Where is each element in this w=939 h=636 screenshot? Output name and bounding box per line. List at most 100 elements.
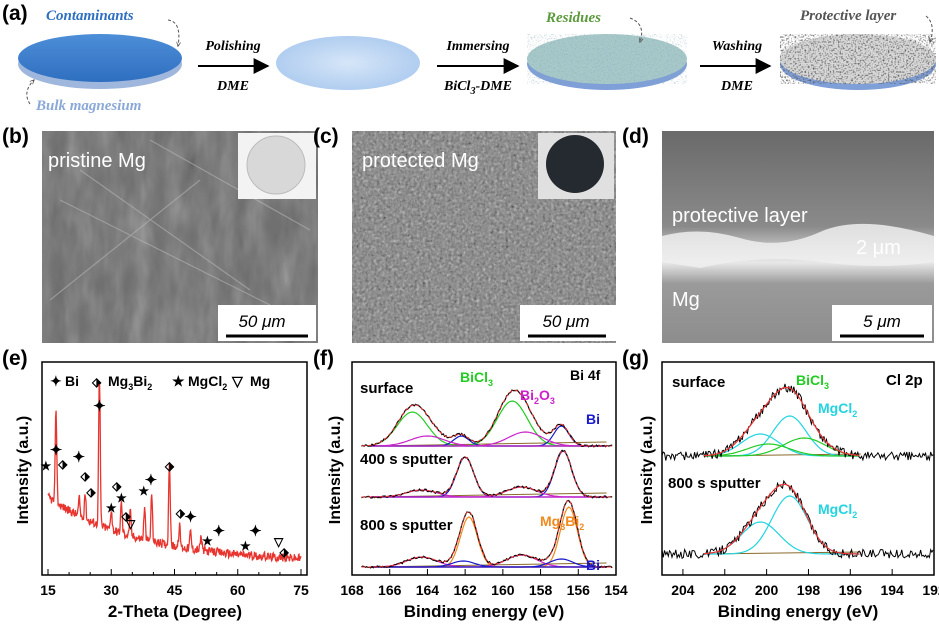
- f-mg3bi2-label: Mg3Bi2: [540, 513, 584, 532]
- g-x-axis-label: Binding energy (eV): [718, 602, 879, 621]
- bulk-magnesium-label: Bulk magnesium: [35, 98, 141, 114]
- dme-label-2: DME: [720, 79, 753, 94]
- g-mgcl2-label-1: MgCl2: [818, 400, 857, 419]
- bulk-pointer: [26, 80, 34, 105]
- xps-f-raw-curve: [361, 389, 613, 448]
- xrd-peak-marker: ▽: [273, 535, 284, 549]
- xps-g-x-tick-label: 196: [839, 582, 863, 598]
- xrd-peak-marker: ✦: [184, 509, 197, 526]
- protective-layer-band: [662, 223, 934, 268]
- xps-f-x-tick-label: 164: [416, 582, 440, 598]
- panel-e-legend: ✦ Bi ⬗ Mg3Bi2 ★ MgCl2 ▽ Mg: [50, 373, 270, 392]
- f-bi-label-1: Bi: [586, 411, 600, 427]
- mg-caption: Mg: [672, 289, 700, 311]
- f-bi2o3-label: Bi2O3: [520, 387, 555, 406]
- xrd-peak-marker: ★: [202, 534, 213, 548]
- xps-g-raw-curve: [661, 479, 934, 560]
- xrd-peak-marker: ⬗: [164, 459, 175, 473]
- xrd-x-ticks: 15 30 45 60 75: [40, 569, 309, 598]
- protective-pointer: [925, 15, 932, 42]
- xps-f-x-tick-label: 154: [604, 582, 628, 598]
- g-bicl3-label: BiCl3: [796, 372, 829, 391]
- panel-b: (b) pristine Mg 50 μm: [2, 125, 318, 343]
- dme-label-1: DME: [216, 79, 249, 94]
- washing-label: Washing: [712, 39, 762, 54]
- f-bi-label-2: Bi: [586, 557, 600, 573]
- xrd-y-axis-label: Intensity (a.u.): [15, 416, 32, 524]
- xps-f-background: [370, 441, 607, 447]
- disc-contaminated-magnesium: [18, 34, 182, 82]
- legend-bi: Bi: [65, 373, 79, 389]
- g-row-surface: surface: [672, 374, 725, 391]
- xrd-x-axis-label: 2-Theta (Degree): [108, 602, 242, 621]
- xrd-pattern-curve: [47, 384, 302, 564]
- legend-mg-symbol: ▽: [231, 373, 244, 389]
- xrd-x-tick-label: 75: [293, 582, 309, 598]
- legend-bi-symbol: ✦: [50, 373, 62, 389]
- xps-g-fit-curve: [703, 483, 860, 555]
- f-x-axis-label: Binding energy (eV): [404, 602, 565, 621]
- inset-disc-protected: [546, 135, 604, 193]
- xps-f-x-tick-label: 168: [340, 582, 364, 598]
- panel-f: (f) Bi 4f surface 400 s sputter 800 s sp…: [313, 347, 628, 621]
- xrd-peak-marker: ⬗: [79, 469, 90, 483]
- xrd-x-tick-label: 60: [230, 582, 246, 598]
- xrd-peak-marker: ✦: [249, 523, 262, 540]
- f-y-axis-label: Intensity (a.u.): [327, 416, 344, 524]
- xps-bi4f-curves: [361, 389, 613, 569]
- xps-g-component-curve: [703, 521, 860, 555]
- panel-g-label: (g): [622, 347, 649, 370]
- xps-f-component-curve: [370, 558, 607, 568]
- xrd-peak-marker: ⬗: [120, 509, 131, 523]
- scalebar-text-d: 5 μm: [863, 312, 901, 331]
- g-row-800s: 800 s sputter: [668, 475, 761, 492]
- xps-f-component-curve: [370, 431, 607, 447]
- legend-mgcl2: MgCl2: [188, 373, 227, 392]
- legend-mg3bi2: Mg3Bi2: [108, 373, 152, 392]
- xps-g-x-tick-label: 200: [755, 582, 779, 598]
- xrd-peak-marker: ★: [116, 491, 127, 505]
- protective-layer-label: Protective layer: [800, 8, 896, 24]
- xps-cl2p-x-ticks: 204 202 200 198 196 194 192: [671, 569, 939, 598]
- panel-b-label: (b): [2, 125, 29, 148]
- xrd-peak-marker: ✦: [50, 442, 63, 459]
- xrd-peak-marker: ✦: [145, 472, 158, 489]
- xps-g-x-tick-label: 192: [922, 582, 939, 598]
- protected-mg-caption: protected Mg: [362, 150, 479, 172]
- residue-speckle: [527, 34, 687, 84]
- xrd-peak-marker: ⬗: [57, 457, 68, 471]
- polishing-label: Polishing: [205, 39, 260, 54]
- panel-g: (g) Cl 2p surface 800 s sputter BiCl3 Mg…: [622, 347, 939, 621]
- xps-g-x-tick-label: 198: [797, 582, 821, 598]
- xrd-peak-marker: ✦: [72, 449, 85, 466]
- panel-a: (a) Contaminants Bulk magnesium Polishin…: [2, 2, 936, 114]
- xps-g-x-tick-label: 204: [671, 582, 695, 598]
- panel-a-label: (a): [2, 2, 28, 25]
- inset-disc-pristine: [246, 135, 306, 195]
- legend-mgcl2-symbol: ★: [172, 373, 185, 389]
- cl-2p-tag: Cl 2p: [886, 372, 923, 389]
- scalebar-text-b: 50 μm: [238, 312, 285, 331]
- xps-f-x-tick-label: 166: [378, 582, 402, 598]
- xrd-peak-marker: ✦: [93, 398, 106, 415]
- pristine-mg-caption: pristine Mg: [48, 150, 146, 172]
- xps-f-x-tick-label: 158: [529, 582, 553, 598]
- xrd-peak-markers: ✦★ ⬗ ✦⬗⬗✦★⬗★⬗▽★✦⬗⬗ ✦★✦★✦▽⬗: [41, 398, 290, 559]
- xrd-peak-marker: ★: [240, 539, 251, 553]
- contaminants-label: Contaminants: [46, 8, 134, 24]
- panel-f-label: (f): [313, 347, 334, 370]
- xrd-peak-marker: ★: [106, 501, 117, 515]
- residues-label: Residues: [545, 10, 601, 26]
- scratch-lines: [49, 139, 311, 321]
- xrd-peak-marker: ⬗: [279, 545, 290, 559]
- panel-c-label: (c): [313, 125, 339, 148]
- g-mgcl2-label-2: MgCl2: [818, 501, 857, 520]
- xps-f-component-curve: [370, 435, 607, 447]
- xps-bi4f-x-ticks: 168 166 164 162 160 158 156 154: [340, 569, 628, 598]
- xps-f-component-curve: [370, 486, 607, 498]
- scalebar-text-c: 50 μm: [542, 312, 589, 331]
- xps-f-component-curve: [370, 400, 607, 447]
- panel-d-label: (d): [622, 125, 649, 148]
- bicl3-dme-label: BiCl3-DME: [443, 79, 512, 97]
- xrd-x-tick-label: 45: [167, 582, 183, 598]
